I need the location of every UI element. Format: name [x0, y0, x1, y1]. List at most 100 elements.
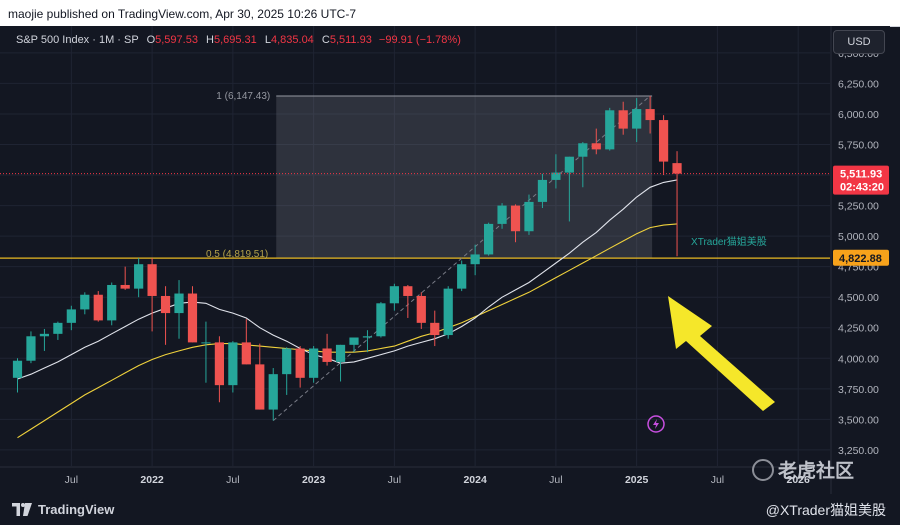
- x-tick-label: 2024: [463, 474, 487, 486]
- candle-body: [66, 309, 76, 323]
- countdown-label: 02:43:20: [840, 182, 884, 194]
- price-chart[interactable]: 1 (6,147.43) 0.5 (4,819.51) XTrader猫姐美股 3,2…: [0, 26, 890, 494]
- candle-body: [268, 374, 278, 410]
- fib-level-1-label: 1 (6,147.43): [216, 91, 270, 102]
- candle-up: [268, 368, 278, 421]
- candle-body: [484, 223, 494, 255]
- candle-down: [187, 286, 198, 343]
- y-tick-label: 4,250.00: [838, 323, 879, 335]
- candle-up: [335, 344, 346, 382]
- y-tick-label: 6,000.00: [838, 109, 879, 121]
- candle-body: [510, 205, 521, 232]
- publisher-line: maojie published on TradingView.com, Apr…: [8, 7, 356, 21]
- candle-down: [322, 333, 332, 366]
- high-value: 5,695.31: [213, 34, 257, 46]
- tradingview-brand[interactable]: TradingView: [12, 502, 114, 517]
- brand-name: TradingView: [38, 502, 115, 517]
- moving-average-slow: [17, 223, 678, 439]
- y-tick-label: 6,250.00: [838, 78, 879, 90]
- candle-body: [12, 360, 23, 378]
- chart-annotation: XTrader猫姐美股: [691, 235, 767, 248]
- lightning-bolt: [653, 419, 659, 429]
- candle-up: [66, 305, 76, 331]
- candle-body: [120, 284, 130, 289]
- x-tick-label: 2022: [140, 474, 164, 486]
- candle-body: [564, 156, 574, 173]
- candle-body: [362, 336, 373, 338]
- candle-up: [80, 292, 90, 315]
- candle-body: [39, 333, 50, 337]
- candle-up: [537, 173, 548, 209]
- candle-down: [618, 101, 628, 135]
- candle-body: [282, 348, 292, 375]
- candle-up: [107, 282, 117, 326]
- candle-body: [578, 143, 588, 157]
- y-tick-label: 4,500.00: [838, 292, 879, 304]
- y-tick-label: 4,000.00: [838, 353, 879, 365]
- candle-body: [658, 120, 669, 162]
- x-tick-label: 2026: [787, 474, 811, 486]
- y-tick-label: 5,000.00: [838, 231, 879, 243]
- candle-up: [497, 203, 507, 229]
- candle-body: [672, 163, 682, 174]
- candle-up: [605, 107, 615, 151]
- candle-up: [12, 358, 23, 393]
- candle-down: [658, 115, 669, 176]
- y-tick-label: 3,500.00: [838, 414, 879, 426]
- candle-body: [309, 348, 319, 378]
- candle-down: [120, 266, 130, 290]
- x-tick-label: Jul: [549, 474, 562, 486]
- candle-body: [416, 295, 426, 323]
- x-tick-label: Jul: [388, 474, 401, 486]
- candle-body: [53, 322, 63, 334]
- candle-body: [389, 286, 399, 304]
- candle-body: [551, 172, 561, 180]
- candle-body: [457, 264, 467, 289]
- candle-body: [430, 322, 440, 336]
- candle-body: [241, 342, 251, 365]
- open-value: 5,597.53: [155, 34, 198, 46]
- candle-body: [618, 110, 628, 129]
- chart-area[interactable]: 1 (6,147.43) 0.5 (4,819.51) XTrader猫姐美股 3,2…: [0, 26, 890, 494]
- change-value: −99.91 (−1.78%): [378, 34, 461, 46]
- candle-down: [510, 204, 521, 243]
- price-axis: 3,250.00 3,500.00 3,750.00 4,000.00 4,250.00…: [838, 48, 879, 457]
- candle-up: [564, 156, 574, 222]
- candle-up: [39, 328, 50, 351]
- candle-body: [524, 201, 534, 232]
- candle-body: [228, 342, 238, 386]
- candle-up: [457, 260, 467, 292]
- candle-body: [645, 109, 655, 121]
- candle-up: [376, 302, 386, 338]
- currency-button[interactable]: USD: [833, 30, 885, 54]
- publisher-bar: maojie published on TradingView.com, Apr…: [0, 0, 900, 27]
- candles: [12, 95, 682, 421]
- ohlc-legend: S&P 500 Index · 1M · SP O5,597.53 H5,695…: [16, 34, 461, 46]
- candle-down: [672, 151, 682, 257]
- moving-average-fast: [17, 179, 678, 380]
- candle-body: [187, 293, 198, 343]
- candle-body: [632, 109, 642, 129]
- candle-body: [537, 179, 548, 202]
- candle-up: [349, 337, 359, 353]
- footer-bar: TradingView @XTrader猫姐美股: [0, 494, 900, 525]
- candle-body: [201, 342, 211, 344]
- candle-up: [228, 341, 238, 393]
- candle-up: [362, 330, 373, 353]
- close-label: C: [321, 34, 330, 46]
- candle-body: [470, 254, 480, 265]
- candle-down: [295, 346, 305, 388]
- candle-body: [403, 286, 413, 296]
- candle-down: [93, 291, 103, 322]
- low-value: 4,835.04: [270, 34, 314, 46]
- candle-up: [134, 258, 144, 298]
- candle-body: [160, 295, 171, 314]
- candle-body: [107, 284, 117, 321]
- candle-body: [214, 342, 224, 386]
- current-price-badge-label: 5,511.93: [840, 169, 882, 181]
- time-axis: Jul 2022 Jul 2023 Jul 2024 Jul 2025 Jul 2026: [65, 474, 810, 486]
- y-tick-label: 3,250.00: [838, 445, 879, 457]
- candle-body: [295, 348, 305, 378]
- x-tick-label: 2023: [302, 474, 326, 486]
- candle-up: [282, 347, 292, 395]
